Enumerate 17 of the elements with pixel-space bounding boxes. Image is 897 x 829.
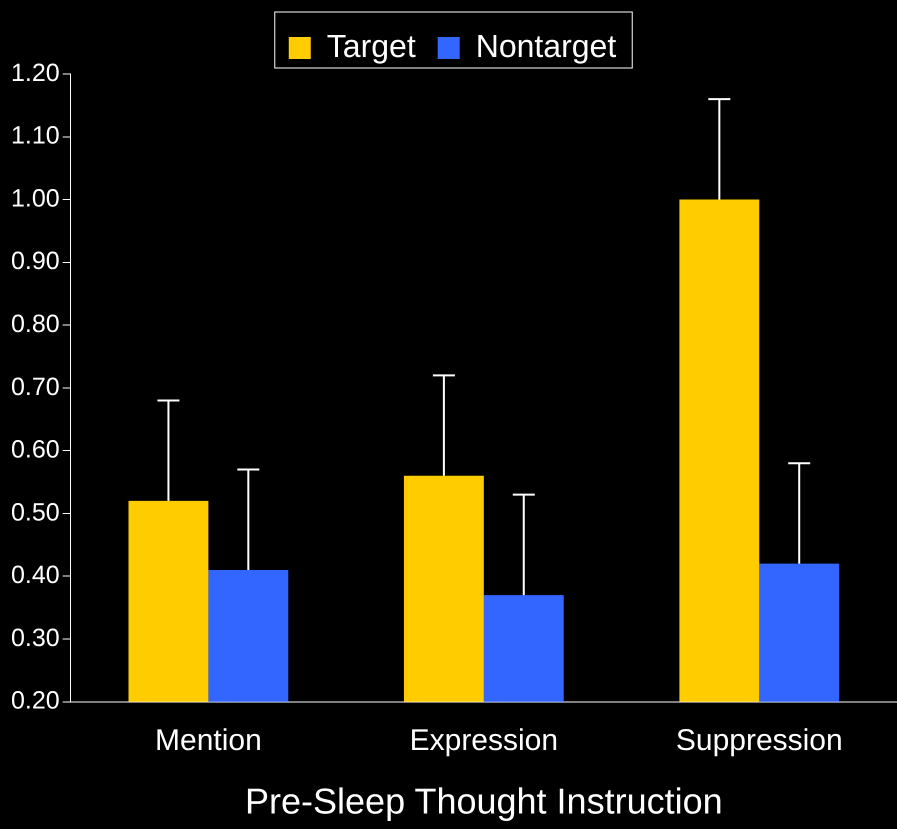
y-tick-label: 0.60 [10,436,60,464]
x-tick-label: Mention [155,724,262,758]
x-tick-label: Suppression [676,724,843,758]
y-tick-label: 0.90 [10,247,60,276]
legend-label: Target [326,28,416,64]
y-tick-label: 1.20 [10,58,60,87]
y-tick-label: 0.80 [10,310,60,338]
y-tick-label: 0.30 [10,624,60,652]
x-axis-title: Pre-Sleep Thought Instruction [245,780,723,822]
x-tick-label: Expression [410,724,558,758]
y-tick-label: 0.20 [10,686,60,715]
y-tick-label: 0.50 [10,498,60,526]
y-tick-label: 0.70 [10,372,60,401]
y-tick-label: 0.40 [10,561,60,590]
y-tick-label: 1.10 [10,122,60,150]
y-tick-label: 1.00 [10,184,60,212]
legend-label: Nontarget [476,28,616,64]
